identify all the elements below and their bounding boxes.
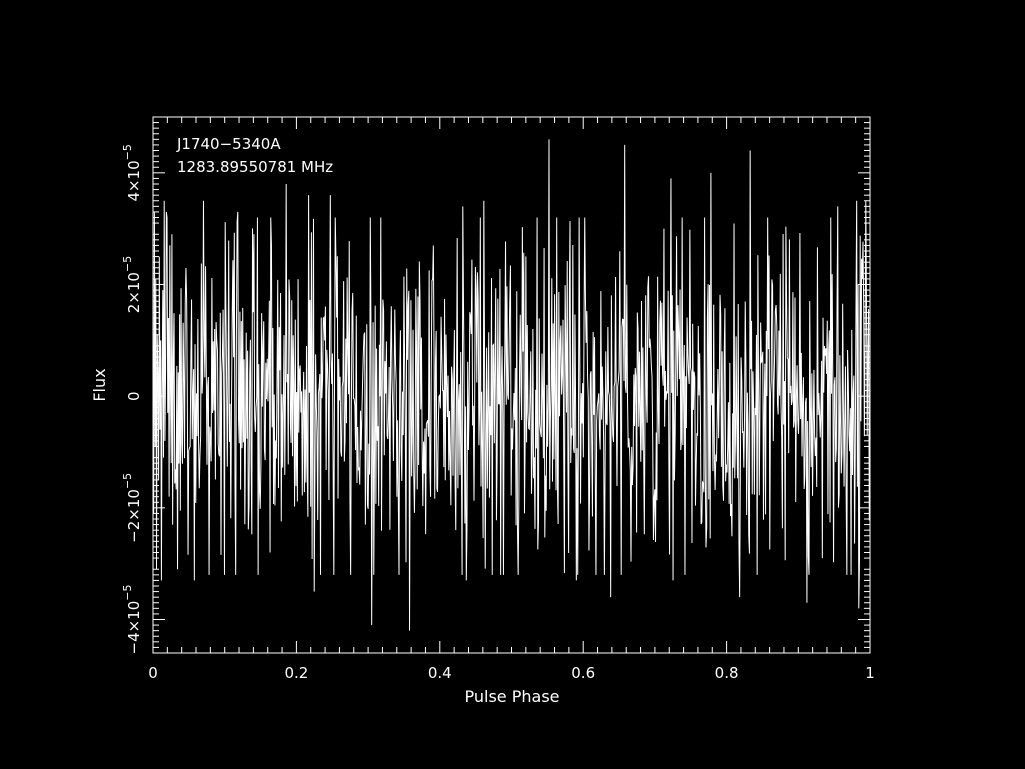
title-line-2: 1283.89550781 MHz <box>177 158 333 176</box>
y-tick-mantissa: 0 <box>125 391 143 401</box>
labels-layer: 0 0.2 0.4 0.6 0.8 1−4×10−5−2×10−502×10−54×10−… <box>121 144 875 682</box>
x-tick-label: 0.8 <box>715 664 739 682</box>
y-tick-label: 2×10−5 <box>121 256 143 313</box>
y-tick-exponent: −5 <box>121 585 134 601</box>
y-tick-mantissa: 4×10 <box>125 160 143 201</box>
x-tick-label: 0.2 <box>284 664 308 682</box>
y-tick-label: 0 <box>125 391 143 401</box>
x-tick-label: 0.4 <box>428 664 452 682</box>
y-tick-exponent: −5 <box>121 144 134 160</box>
y-tick-mantissa: −2×10 <box>125 489 143 543</box>
series-layer <box>152 139 871 631</box>
flux-series-line <box>152 139 871 631</box>
y-tick-label: −4×10−5 <box>121 585 143 655</box>
title-line-1: J1740−5340A <box>176 135 281 153</box>
plot-frame <box>152 116 871 654</box>
x-axis-label: Pulse Phase <box>465 687 560 706</box>
y-tick-mantissa: 2×10 <box>125 272 143 313</box>
y-tick-label: −2×10−5 <box>121 473 143 543</box>
x-tick-label: 0.6 <box>571 664 595 682</box>
ticks-layer <box>152 117 871 653</box>
y-tick-mantissa: −4×10 <box>125 601 143 655</box>
y-tick-exponent: −5 <box>121 256 134 272</box>
y-tick-label: 4×10−5 <box>121 144 143 201</box>
y-axis-label: Flux <box>90 368 109 401</box>
x-tick-label: 0 <box>148 664 158 682</box>
x-tick-label: 1 <box>865 664 875 682</box>
y-tick-exponent: −5 <box>121 473 134 489</box>
